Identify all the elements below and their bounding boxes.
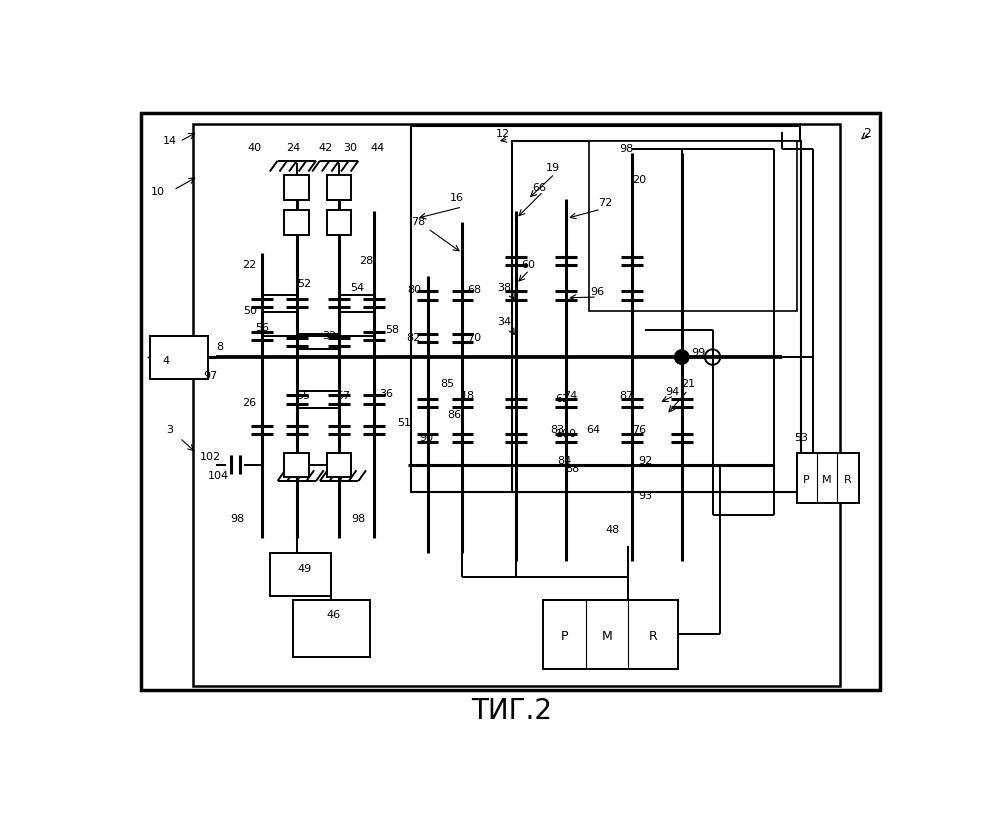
Text: 14: 14 xyxy=(163,136,177,146)
Text: 2: 2 xyxy=(862,127,870,140)
Text: 8: 8 xyxy=(216,342,224,352)
Bar xyxy=(193,124,839,686)
Text: 86: 86 xyxy=(448,410,462,420)
Text: 96: 96 xyxy=(590,287,604,297)
Text: ΤИГ.2: ΤИГ.2 xyxy=(472,697,552,725)
Text: 82: 82 xyxy=(407,333,421,343)
Text: 22: 22 xyxy=(242,259,256,269)
Text: 3: 3 xyxy=(166,425,173,435)
Text: 52: 52 xyxy=(298,279,312,289)
Text: 98: 98 xyxy=(352,514,366,524)
Text: 100: 100 xyxy=(555,429,576,439)
Text: 84: 84 xyxy=(557,456,571,466)
Text: 92: 92 xyxy=(638,456,652,466)
Text: M: M xyxy=(822,475,831,485)
Text: 53: 53 xyxy=(794,433,808,443)
Text: 60: 60 xyxy=(520,259,534,269)
Text: 32: 32 xyxy=(322,331,337,341)
Text: 98: 98 xyxy=(619,145,633,154)
Text: 44: 44 xyxy=(371,143,385,153)
Text: 48: 48 xyxy=(605,525,619,535)
Text: 72: 72 xyxy=(597,198,612,208)
Text: 102: 102 xyxy=(200,452,221,463)
Text: 68: 68 xyxy=(467,285,481,295)
Bar xyxy=(797,453,859,503)
Text: 58: 58 xyxy=(386,325,400,335)
Text: 76: 76 xyxy=(632,425,646,435)
Text: 51: 51 xyxy=(398,417,412,428)
Text: 12: 12 xyxy=(497,129,510,139)
Text: 88: 88 xyxy=(565,463,579,474)
Text: 87: 87 xyxy=(619,391,633,401)
Bar xyxy=(512,141,801,491)
Bar xyxy=(589,141,797,311)
Text: 55: 55 xyxy=(296,391,310,401)
Text: 42: 42 xyxy=(319,143,333,153)
Text: 74: 74 xyxy=(563,391,577,401)
Text: R: R xyxy=(649,630,657,643)
Text: M: M xyxy=(601,630,612,643)
Bar xyxy=(293,600,370,657)
Bar xyxy=(285,453,309,477)
Text: 10: 10 xyxy=(151,187,165,197)
Text: 4: 4 xyxy=(162,356,170,366)
Text: 50: 50 xyxy=(244,306,258,316)
Text: 98: 98 xyxy=(231,514,245,524)
Text: 85: 85 xyxy=(440,379,454,389)
Bar xyxy=(327,453,352,477)
Text: 34: 34 xyxy=(498,317,511,327)
Text: 54: 54 xyxy=(350,282,364,292)
Bar xyxy=(411,126,799,491)
Text: P: P xyxy=(803,475,810,485)
Text: 16: 16 xyxy=(450,192,464,202)
Bar xyxy=(327,175,352,200)
Text: 56: 56 xyxy=(255,323,269,333)
Text: 20: 20 xyxy=(632,175,646,185)
Bar xyxy=(285,175,309,200)
Text: R: R xyxy=(843,475,851,485)
Text: 70: 70 xyxy=(467,333,481,343)
Text: 28: 28 xyxy=(359,256,374,266)
Text: 36: 36 xyxy=(379,389,393,399)
Text: 18: 18 xyxy=(461,391,475,401)
Text: 46: 46 xyxy=(327,610,341,620)
Text: 40: 40 xyxy=(248,143,262,153)
Text: 94: 94 xyxy=(665,387,679,396)
Text: 66: 66 xyxy=(532,183,546,192)
Text: 78: 78 xyxy=(412,217,426,227)
Text: P: P xyxy=(561,630,568,643)
Text: 21: 21 xyxy=(681,379,695,389)
Text: 83: 83 xyxy=(550,425,564,435)
Bar xyxy=(270,553,332,596)
Circle shape xyxy=(675,350,688,364)
Bar xyxy=(327,210,352,235)
Bar xyxy=(543,600,678,669)
Text: 97: 97 xyxy=(204,372,218,382)
Text: 62: 62 xyxy=(555,395,569,405)
Text: 93: 93 xyxy=(638,491,652,501)
Bar xyxy=(151,336,208,378)
Text: 80: 80 xyxy=(407,285,421,295)
Text: 26: 26 xyxy=(242,398,256,408)
Text: 49: 49 xyxy=(298,564,312,574)
Text: 24: 24 xyxy=(286,143,300,153)
Text: 90: 90 xyxy=(419,433,434,443)
Text: 99: 99 xyxy=(691,349,706,358)
Text: 64: 64 xyxy=(586,425,600,435)
Text: 30: 30 xyxy=(344,143,358,153)
Text: 104: 104 xyxy=(208,472,229,482)
Text: 19: 19 xyxy=(546,164,560,173)
Text: 38: 38 xyxy=(498,282,511,292)
Text: 57: 57 xyxy=(336,391,350,401)
Bar xyxy=(285,210,309,235)
